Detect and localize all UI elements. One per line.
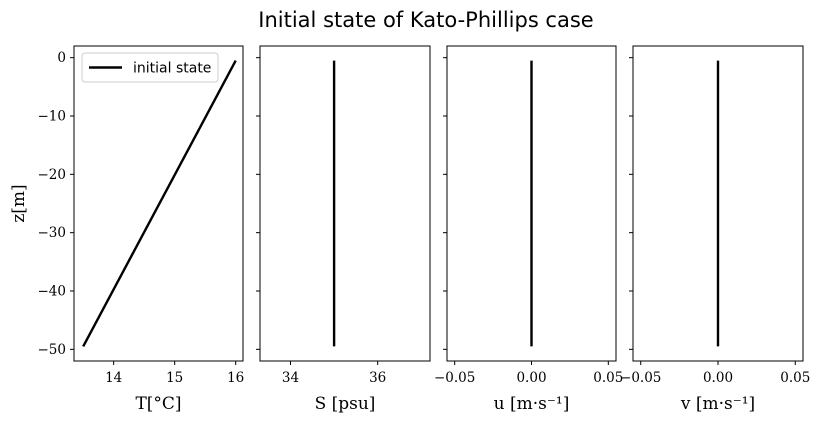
ytick-label: −10 <box>38 109 67 125</box>
panel-3-xtick-label: 0.00 <box>516 370 546 386</box>
panel-3-xtick-label: −0.05 <box>434 370 475 386</box>
panel-4-xtick-label: 0.05 <box>780 370 810 386</box>
panel-1-xtick-label: 14 <box>105 370 122 386</box>
panel-1-xlabel: T[°C] <box>135 394 181 414</box>
panel-2-xtick-label: 36 <box>369 370 386 386</box>
ytick-label: −30 <box>38 225 67 241</box>
legend-box <box>81 52 219 83</box>
panel-1-xtick-label: 16 <box>227 370 244 386</box>
panel-4-xtick-label: −0.05 <box>620 370 661 386</box>
panel-1-frame <box>73 45 244 362</box>
panel-1-xtick-label: 15 <box>166 370 183 386</box>
panel-4-xtick-label: 0.00 <box>703 370 733 386</box>
panel-2-xlabel: S [psu] <box>315 394 376 414</box>
ytick-label: −40 <box>38 284 67 300</box>
panels: 0 −10 −20 −30 −40 −50 14 15 16 T[°C] 34 36 S [psu] −0… <box>9 45 810 414</box>
chart-title: Initial state of Kato-Phillips case <box>258 8 593 32</box>
panel-4-xlabel: v [m·s⁻¹] <box>680 394 755 414</box>
ytick-label: −20 <box>38 167 67 183</box>
panel-3-xtick-label: 0.05 <box>593 370 623 386</box>
ytick-label: 0 <box>57 50 66 66</box>
ytick-label: −50 <box>38 342 67 358</box>
panel-2-xtick-label: 34 <box>282 370 299 386</box>
legend-label: initial state <box>133 61 211 77</box>
panel-2-frame <box>259 45 431 362</box>
y-axis-label: z[m] <box>9 184 29 222</box>
panel-1-series-line <box>82 60 237 347</box>
panel-3-xlabel: u [m·s⁻¹] <box>494 394 570 414</box>
